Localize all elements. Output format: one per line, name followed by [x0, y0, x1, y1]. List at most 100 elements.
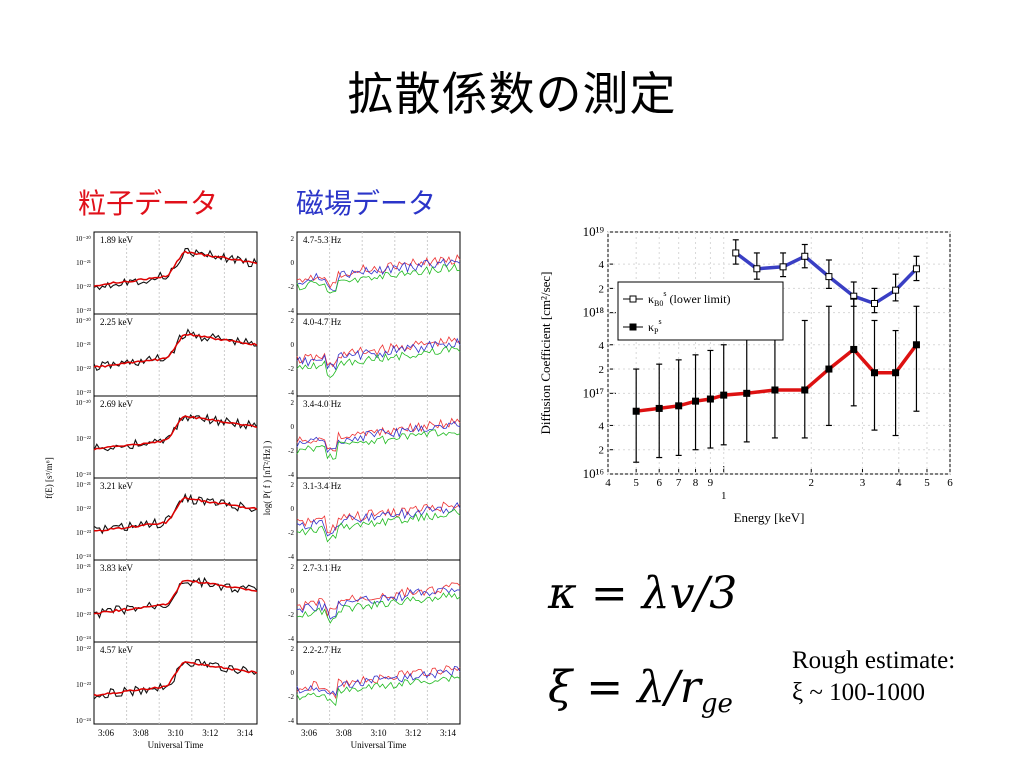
data-point [720, 391, 728, 399]
y-tick-label: -2 [288, 611, 294, 619]
y-tick-label: -4 [288, 635, 294, 643]
panel-frame [93, 231, 258, 315]
x-axis-label: Universal Time [148, 740, 204, 750]
data-point [870, 299, 878, 307]
x-tick-label: 1 [721, 490, 727, 502]
x-tick-label: 2 [809, 477, 815, 489]
x-tick-label: 4 [605, 477, 611, 489]
trace-red [296, 582, 461, 618]
trace-blue [296, 587, 461, 620]
panel-frame [93, 313, 258, 397]
y-tick-label: 4 [599, 259, 605, 271]
plot-frame [607, 231, 951, 475]
y-axis-label: log( P( f ) [nT²/Hz] ) [262, 441, 272, 515]
panel-6: 2.2-2.7 Hz 2 0 -2 -4 [288, 641, 461, 725]
series-2 [632, 297, 920, 463]
legend-entry: κPs [648, 317, 662, 336]
trace-red-fit [93, 250, 258, 287]
y-tick-label: 10¹⁹ [583, 224, 605, 239]
x-axis-label: Energy [keV] [734, 510, 805, 525]
y-tick-label: 0 [291, 341, 295, 349]
diffusion-chart: 4 5 6 7 8 91 2 3 4 5 6 10¹⁹ 4 2 10¹⁸ 4 2 10¹⁷ 4 2 10¹⁶ κB0s (… [538, 224, 953, 525]
x-tick-label: 3:12 [405, 728, 421, 738]
panel-label: 3.4-4.0 Hz [303, 399, 341, 409]
y-tick-label: 10⁻²⁰ [75, 235, 91, 243]
y-tick-label: 0 [291, 423, 295, 431]
trace-red [296, 665, 461, 700]
y-tick-label: 0 [291, 505, 295, 513]
y-tick-label: 10⁻²⁰ [75, 317, 91, 325]
y-tick-label: -4 [288, 307, 294, 315]
panel-3: 2.69 keV 10⁻²⁰ 10⁻²² 10⁻²⁴ [75, 395, 258, 479]
data-point [779, 263, 787, 271]
panel-label: 3.83 keV [100, 563, 133, 573]
panel-frame [93, 559, 258, 643]
data-point [801, 386, 809, 394]
x-tick-label: 5 [924, 477, 930, 489]
y-tick-label: -2 [288, 693, 294, 701]
data-point [706, 395, 714, 403]
x-tick-label: 9 [708, 477, 714, 489]
legend-entry: κB0s (lower limit) [648, 289, 731, 308]
y-tick-label: -2 [288, 529, 294, 537]
trace-green [296, 592, 461, 624]
panel-frame [296, 395, 461, 479]
data-point [632, 407, 640, 415]
data-point [655, 404, 663, 412]
series-1 [732, 239, 920, 314]
xi-equation: ξ = λ/rge [548, 662, 733, 719]
trace-red [296, 501, 461, 534]
y-tick-label: -2 [288, 447, 294, 455]
data-point [870, 369, 878, 377]
trace-red-fit [93, 579, 258, 615]
data-point [912, 265, 920, 273]
panel-label: 3.1-3.4 Hz [303, 481, 341, 491]
x-tick-label: 5 [633, 477, 639, 489]
trace-blue [296, 502, 461, 537]
kappa-equation: κ = λv/3 [548, 568, 737, 619]
legend-box [617, 281, 784, 341]
field-data-heading: 磁場データ [296, 187, 437, 220]
x-tick-label: 6 [947, 477, 953, 489]
x-tick-label: 3:12 [202, 728, 218, 738]
x-tick-label: 3:14 [440, 728, 457, 738]
panel-label: 3.21 keV [100, 481, 133, 491]
y-tick-label: 4 [599, 420, 605, 432]
y-tick-label: 4 [599, 340, 605, 352]
trace-green [296, 263, 461, 294]
x-tick-label: 3:06 [301, 728, 318, 738]
y-tick-label: 10⁻²¹ [76, 341, 91, 349]
x-tick-label: 3:06 [98, 728, 115, 738]
trace-red-fit [93, 333, 258, 368]
y-tick-label: 2 [599, 445, 605, 457]
panel-frame [93, 641, 258, 725]
data-point [825, 365, 833, 373]
panel-label: 2.2-2.7 Hz [303, 645, 341, 655]
trace-red-fit [93, 496, 258, 532]
legend: κB0s (lower limit) κPs [617, 281, 784, 341]
y-tick-label: 10⁻²² [76, 283, 91, 291]
data-point [692, 397, 700, 405]
y-tick-label: 10⁻²² [76, 435, 91, 443]
x-tick-label: 6 [656, 477, 662, 489]
x-tick-label: 3:10 [370, 728, 387, 738]
trace-red [296, 417, 461, 452]
y-tick-label: 10⁻²¹ [76, 563, 91, 571]
data-point [801, 252, 809, 260]
panel-1: 1.89 keV 10⁻²⁰ 10⁻²¹ 10⁻²² 10⁻²³ [75, 231, 258, 315]
panel-2: 4.0-4.7 Hz 2 0 -2 -4 [288, 313, 461, 397]
panel-4: 3.1-3.4 Hz 2 0 -2 -4 [288, 477, 461, 561]
panel-label: 2.7-3.1 Hz [303, 563, 341, 573]
y-tick-label: 10⁻²³ [76, 529, 91, 537]
slide-title: 拡散係数の測定 [347, 67, 677, 121]
x-tick-label: 4 [896, 477, 902, 489]
panel-label: 4.7-5.3 Hz [303, 235, 341, 245]
y-tick-label: 0 [291, 587, 295, 595]
y-tick-label: 10⁻²⁰ [75, 399, 91, 407]
y-tick-label: 10⁻²¹ [76, 481, 91, 489]
y-tick-label: 2 [291, 481, 295, 489]
panel-label: 2.25 keV [100, 317, 133, 327]
x-tick-label: 3 [860, 477, 866, 489]
panel-1: 4.7-5.3 Hz 2 0 -2 -4 [288, 231, 461, 315]
